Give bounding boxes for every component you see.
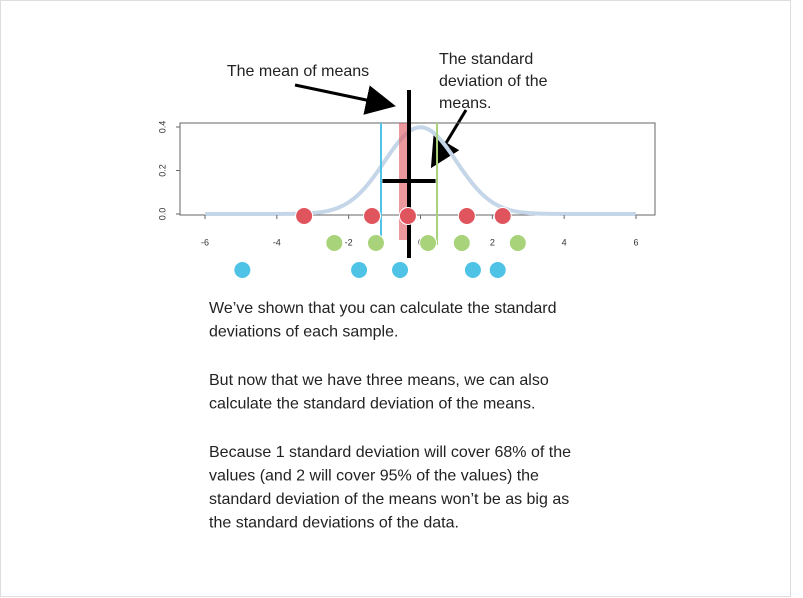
annotation: deviation of the xyxy=(439,73,548,90)
annotation: The mean of means xyxy=(227,63,369,80)
sample-point xyxy=(493,207,512,225)
sample-point xyxy=(488,261,507,279)
sample-point xyxy=(325,234,344,252)
y-tick-label: 0.2 xyxy=(157,164,167,177)
x-tick-label: -2 xyxy=(345,237,353,247)
x-tick-label: -4 xyxy=(273,237,281,247)
x-tick-label: 2 xyxy=(490,237,495,247)
arrow xyxy=(294,83,396,115)
paragraph-line: We’ve shown that you can calculate the s… xyxy=(209,300,556,317)
arrow xyxy=(430,109,468,169)
normal-curve xyxy=(205,125,636,216)
y-tick-label: 0.4 xyxy=(157,121,167,134)
x-tick-label: 4 xyxy=(562,237,567,247)
annotation: means. xyxy=(439,95,491,112)
paragraph-line: deviations of each sample. xyxy=(209,324,398,341)
paragraph-line: values (and 2 will cover 95% of the valu… xyxy=(209,468,539,485)
y-tick-label: 0.0 xyxy=(157,208,167,221)
sample-point xyxy=(452,234,471,252)
paragraph-line: calculate the standard deviation of the … xyxy=(209,396,535,413)
x-tick-label: -6 xyxy=(201,237,209,247)
sample-point xyxy=(391,261,410,279)
sample-point xyxy=(233,261,252,279)
x-tick-label: 6 xyxy=(633,237,638,247)
sample-point xyxy=(419,234,438,252)
sample-point xyxy=(508,234,527,252)
sample-point xyxy=(350,261,369,279)
plot-frame xyxy=(179,122,656,216)
sample-point xyxy=(295,207,314,225)
sample-point xyxy=(463,261,482,279)
sample-point xyxy=(398,207,417,225)
paragraph-line: Because 1 standard deviation will cover … xyxy=(209,444,571,461)
paragraph-line: standard deviation of the means won’t be… xyxy=(209,491,569,508)
sample-point xyxy=(366,234,385,252)
paragraph-line: the standard deviations of the data. xyxy=(209,515,459,532)
sample-point xyxy=(363,207,382,225)
annotation: The standard xyxy=(439,51,533,68)
sample-point xyxy=(457,207,476,225)
paragraph-line: But now that we have three means, we can… xyxy=(209,372,549,389)
